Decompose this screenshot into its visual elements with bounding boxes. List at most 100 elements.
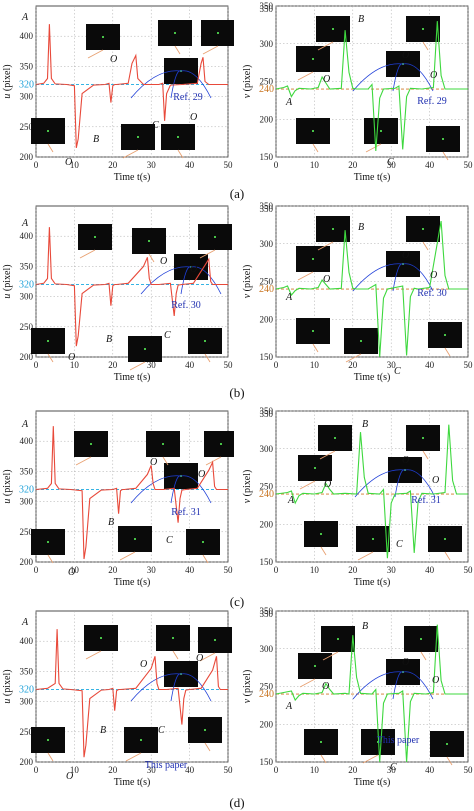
annotation-arrow [312, 143, 319, 153]
camera-frame-thumbnail [296, 246, 330, 272]
annotation-label: O [150, 457, 157, 468]
annotation-arrow [170, 475, 182, 504]
annotation-label: A [21, 12, 29, 23]
annotation-arrow [402, 63, 434, 92]
annotation-label: C [390, 762, 397, 773]
x-axis-label: Time t(s) [114, 372, 151, 383]
y-tick-label: 350 [260, 1, 274, 11]
x-tick-label: 50 [464, 765, 474, 775]
y-tick-label: 150 [260, 152, 274, 162]
camera-frame-thumbnail [74, 431, 108, 457]
x-tick-label: 20 [348, 565, 358, 575]
camera-frame-thumbnail [86, 24, 120, 50]
series-line [35, 629, 228, 758]
y-tick-label: 300 [20, 92, 34, 102]
camera-frame-thumbnail [161, 124, 195, 150]
y-axis-label: u (pixel) [2, 469, 13, 503]
camera-frame-thumbnail [118, 526, 152, 552]
camera-frame-thumbnail [406, 425, 440, 451]
x-axis-label: Time t(s) [114, 172, 151, 183]
camera-frame-thumbnail [404, 626, 438, 652]
x-tick-label: 30 [387, 160, 397, 170]
annotation-label: O [68, 567, 75, 578]
camera-frame-thumbnail [31, 529, 65, 555]
reference-value-label: 240 [259, 489, 274, 500]
x-tick-label: 50 [224, 565, 234, 575]
camera-frame-thumbnail [298, 455, 332, 481]
y-tick-label: 200 [20, 152, 34, 162]
annotation-arrow [392, 671, 404, 700]
annotation-label: O [323, 274, 330, 285]
x-tick-label: 40 [185, 565, 195, 575]
x-tick-label: 50 [224, 360, 234, 370]
annotation-arrow [402, 671, 434, 700]
x-tick-label: 30 [387, 765, 397, 775]
annotation-label: O [65, 157, 72, 168]
camera-frame-thumbnail [186, 529, 220, 555]
y-tick-label: 400 [20, 636, 34, 646]
annotation-arrow [392, 263, 404, 292]
annotation-arrow [47, 353, 54, 363]
y-tick-label: 350 [260, 406, 274, 416]
annotation-arrow [392, 63, 404, 92]
annotation-arrow [174, 45, 181, 55]
caption-b: (b) [229, 385, 245, 400]
x-tick-label: 0 [34, 360, 39, 370]
annotation-arrow [420, 651, 427, 661]
annotation-label: O [430, 270, 437, 281]
annotation-label: O [402, 50, 409, 61]
x-tick-label: 0 [274, 160, 279, 170]
y-tick-label: 200 [260, 114, 274, 124]
camera-frame-thumbnail [188, 717, 222, 743]
camera-frame-thumbnail [156, 625, 190, 651]
annotation-arrow [319, 450, 336, 460]
reference-value-label: 320 [19, 485, 34, 496]
y-tick-label: 200 [20, 757, 34, 767]
y-tick-label: 200 [260, 719, 274, 729]
annotation-arrow [352, 63, 404, 92]
reference-value-label: 320 [19, 280, 34, 291]
x-axis-label: Time t(s) [114, 777, 151, 788]
y-tick-label: 300 [260, 444, 274, 454]
camera-frame-thumbnail [146, 431, 180, 457]
annotation-label: A [21, 419, 29, 430]
x-tick-label: 30 [387, 565, 397, 575]
annotation-arrow [148, 253, 155, 263]
y-tick-label: 350 [260, 609, 274, 619]
y-axis-label: v (pixel) [242, 470, 253, 504]
annotation-arrow [130, 70, 182, 99]
chart-panel-a-left: 0 10 20 30 40 50 200 250 300 350 400 Time t(s) u (pi… [2, 5, 234, 183]
x-tick-label: 40 [185, 160, 195, 170]
caption-a: (a) [229, 186, 245, 201]
annotation-label: B [106, 334, 112, 345]
x-tick-label: 40 [425, 765, 435, 775]
camera-frame-thumbnail [296, 46, 330, 72]
x-tick-label: 50 [464, 565, 474, 575]
annotation-label: B [358, 222, 364, 233]
x-tick-label: 20 [108, 565, 118, 575]
y-axis-label: u (pixel) [2, 264, 13, 298]
camera-frame-thumbnail [132, 228, 166, 254]
annotation-label: O [190, 112, 197, 123]
annotation-arrow [352, 263, 404, 292]
annotation-label: O [402, 250, 409, 261]
annotation-arrow [299, 480, 316, 490]
annotation-arrow [87, 49, 104, 59]
annotation-label: O [198, 469, 205, 480]
annotation-label: B [108, 517, 114, 528]
y-tick-label: 250 [260, 277, 274, 287]
x-tick-label: 50 [224, 160, 234, 170]
y-tick-label: 350 [20, 261, 34, 271]
x-tick-label: 20 [348, 360, 358, 370]
x-tick-label: 30 [387, 360, 397, 370]
y-tick-label: 250 [260, 77, 274, 87]
annotation-arrow [129, 361, 146, 371]
annotation-label: O [160, 256, 167, 267]
annotation-arrow [299, 678, 316, 688]
y-axis-label: v (pixel) [242, 670, 253, 704]
x-axis-label: Time t(s) [354, 372, 391, 383]
y-tick-label: 200 [20, 352, 34, 362]
x-tick-label: 0 [34, 565, 39, 575]
y-tick-label: 250 [20, 322, 34, 332]
